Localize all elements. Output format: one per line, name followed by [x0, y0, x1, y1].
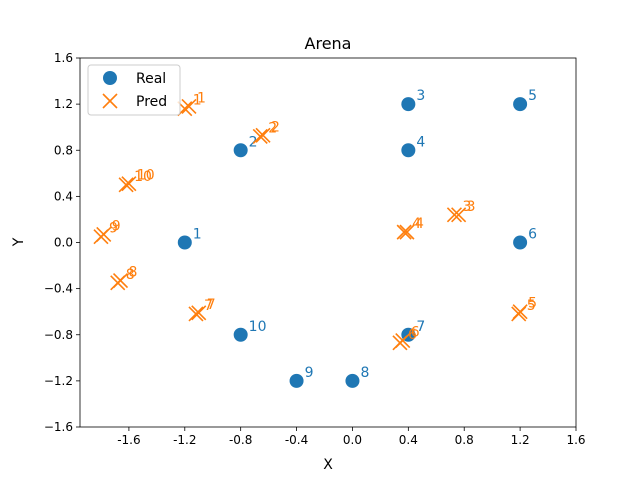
real-point	[401, 97, 416, 112]
pred-point	[395, 332, 411, 349]
real-point	[289, 373, 304, 388]
pred-point-label: 10	[137, 168, 155, 184]
x-tick-label: -0.4	[285, 433, 308, 447]
real-point-label: 10	[249, 319, 267, 335]
y-tick-label: 0.4	[54, 189, 73, 203]
real-point	[177, 235, 192, 250]
y-tick-label: 0.8	[54, 143, 73, 157]
pred-marker-stroke	[395, 332, 411, 349]
legend-label: Pred	[136, 94, 167, 110]
y-tick-label: 0.0	[54, 236, 73, 250]
pred-point-label: 2	[268, 120, 277, 136]
y-tick-label: −1.6	[44, 420, 73, 434]
pred-point-label: 7	[207, 297, 216, 313]
pred-marker-stroke	[188, 306, 204, 322]
pred-marker-stroke	[451, 207, 467, 223]
pred-point-label: 5	[528, 296, 537, 312]
pred-point-label: 9	[112, 218, 121, 234]
x-tick-label: -0.8	[229, 433, 252, 447]
x-axis-label: X	[323, 457, 333, 473]
pred-point-label: 2	[271, 119, 280, 135]
pred-point	[96, 226, 112, 242]
pred-point-label: 1	[193, 93, 202, 109]
pred-marker-stroke	[112, 272, 129, 289]
pred-point-label: 4	[415, 216, 424, 232]
y-axis-label: Y	[11, 237, 27, 247]
pred-point	[181, 98, 197, 114]
plot-area: -1.6 -1.2 -0.8 -0.4 0.0 0.4 0.8 1.2 1.6 1.6 1.2 0.8…	[44, 51, 586, 447]
pred-point-label: 1	[197, 90, 206, 106]
real-point	[513, 235, 528, 250]
real-point-label: 2	[249, 134, 258, 150]
pred-point	[112, 272, 129, 289]
legend-label: Real	[136, 71, 166, 87]
real-point-label: 4	[416, 134, 425, 150]
pred-point-label: 3	[467, 199, 476, 215]
pred-point-label: 9	[109, 221, 118, 237]
pred-point	[255, 127, 271, 143]
pred-marker-stroke	[118, 177, 134, 193]
x-tick-label: 0.8	[455, 433, 474, 447]
real-point	[513, 97, 528, 112]
real-point-label: 8	[360, 365, 369, 381]
pred-point-label: 5	[527, 298, 536, 314]
y-tick-label: −1.2	[44, 374, 73, 388]
pred-point	[191, 305, 207, 321]
real-point-label: 5	[528, 88, 537, 104]
chart-title: Arena	[305, 34, 352, 53]
real-point	[233, 327, 248, 342]
pred-point-label: 4	[412, 216, 421, 232]
y-tick-label: −0.4	[44, 282, 73, 296]
pred-point	[188, 306, 204, 322]
pred-point-label: 10	[134, 169, 152, 185]
pred-point-label: 8	[126, 267, 135, 283]
pred-marker-stroke	[446, 207, 463, 223]
x-tick-label: 1.2	[511, 433, 530, 447]
legend-real-marker	[103, 71, 117, 85]
real-point	[345, 373, 360, 388]
y-tick-label: −0.8	[44, 328, 73, 342]
real-point	[401, 143, 416, 158]
pred-point-label: 6	[408, 327, 417, 343]
real-point-label: 1	[193, 227, 202, 243]
x-tick-label: -1.6	[117, 433, 140, 447]
pred-point-label: 7	[204, 298, 213, 314]
pred-point	[446, 207, 463, 223]
pred-point	[121, 176, 137, 192]
y-tick-label: 1.2	[54, 97, 73, 111]
x-tick-label: 0.0	[343, 433, 362, 447]
real-point-label: 3	[416, 88, 425, 104]
pred-marker-stroke	[96, 226, 112, 242]
pred-point	[118, 177, 134, 193]
pred-marker-stroke	[121, 176, 137, 192]
x-tick-label: 0.4	[399, 433, 418, 447]
real-point-label: 6	[528, 227, 537, 243]
pred-point	[399, 224, 415, 240]
pred-point	[451, 207, 467, 223]
legend: Real Pred	[87, 64, 181, 116]
x-tick-label: 1.6	[566, 433, 585, 447]
pred-marker-stroke	[255, 127, 271, 143]
legend-pred-marker	[102, 93, 118, 109]
pred-marker-stroke	[191, 305, 207, 321]
pred-point-label: 3	[462, 199, 471, 215]
axes-frame	[79, 57, 577, 428]
pred-marker-stroke	[399, 224, 415, 240]
pred-point-label: 8	[129, 265, 138, 281]
pred-marker-stroke	[396, 224, 412, 240]
x-tick-label: -1.2	[173, 433, 196, 447]
pred-point	[512, 304, 528, 320]
y-tick-label: 1.6	[54, 51, 73, 65]
pred-marker-stroke	[512, 304, 528, 320]
pred-point	[396, 224, 412, 240]
real-point-label: 7	[416, 319, 425, 335]
pred-point	[252, 128, 268, 144]
real-point-label: 9	[305, 365, 314, 381]
pred-marker-stroke	[252, 128, 268, 144]
real-point	[233, 143, 248, 158]
pred-point-label: 6	[411, 325, 420, 341]
pred-marker-stroke	[181, 98, 197, 114]
